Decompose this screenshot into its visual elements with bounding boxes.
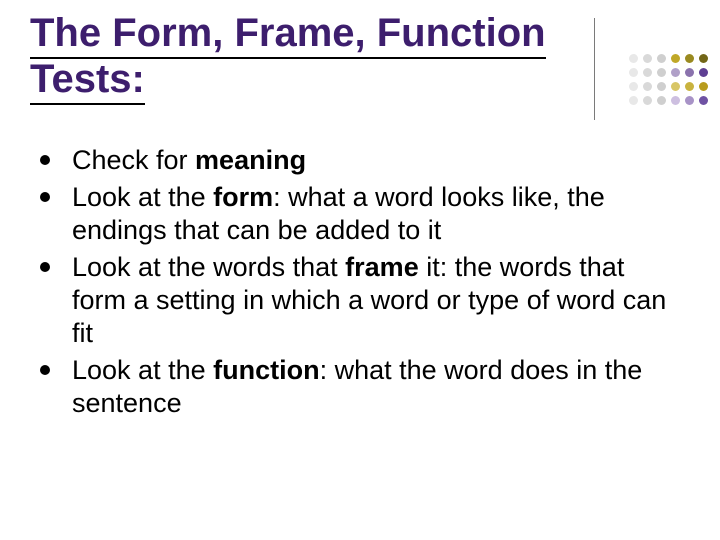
decor-dot [671,96,680,105]
decor-dot [671,68,680,77]
list-item: Look at the form: what a word looks like… [34,181,682,247]
item-prefix: Look at the [72,355,213,385]
decor-dot [629,82,638,91]
decor-dot [685,54,694,63]
item-prefix: Check for [72,145,195,175]
decor-dot [685,96,694,105]
item-bold: function [213,355,319,385]
decor-dot [657,82,666,91]
decor-dot [629,68,638,77]
item-bold: form [213,182,273,212]
decor-dot [657,54,666,63]
decor-dots [604,54,708,110]
list-item: Look at the function: what the word does… [34,354,682,420]
decor-dot [671,82,680,91]
dot-row [604,68,708,77]
item-bold: frame [345,252,419,282]
decor-dot [685,68,694,77]
decor-dot [671,54,680,63]
dot-row [604,96,708,105]
decor-dot [629,54,638,63]
bullet-list: Check for meaning Look at the form: what … [34,144,682,420]
decor-dot [685,82,694,91]
list-item: Look at the words that frame it: the wor… [34,251,682,350]
title-divider [594,18,595,120]
decor-dot [643,54,652,63]
item-prefix: Look at the [72,182,213,212]
list-item: Check for meaning [34,144,682,177]
slide-title: The Form, Frame, Function Tests: [30,10,570,102]
decor-dot [643,82,652,91]
dot-row [604,54,708,63]
title-text: The Form, Frame, Function Tests: [30,11,546,105]
decor-dot [643,68,652,77]
decor-dot [699,54,708,63]
decor-dot [699,96,708,105]
decor-dot [643,96,652,105]
decor-dot [629,96,638,105]
slide: The Form, Frame, Function Tests: Check f… [0,0,720,540]
decor-dot [657,96,666,105]
body-content: Check for meaning Look at the form: what … [34,144,682,424]
dot-row [604,82,708,91]
decor-dot [699,82,708,91]
item-bold: meaning [195,145,306,175]
decor-dot [699,68,708,77]
item-prefix: Look at the words that [72,252,345,282]
decor-dot [657,68,666,77]
